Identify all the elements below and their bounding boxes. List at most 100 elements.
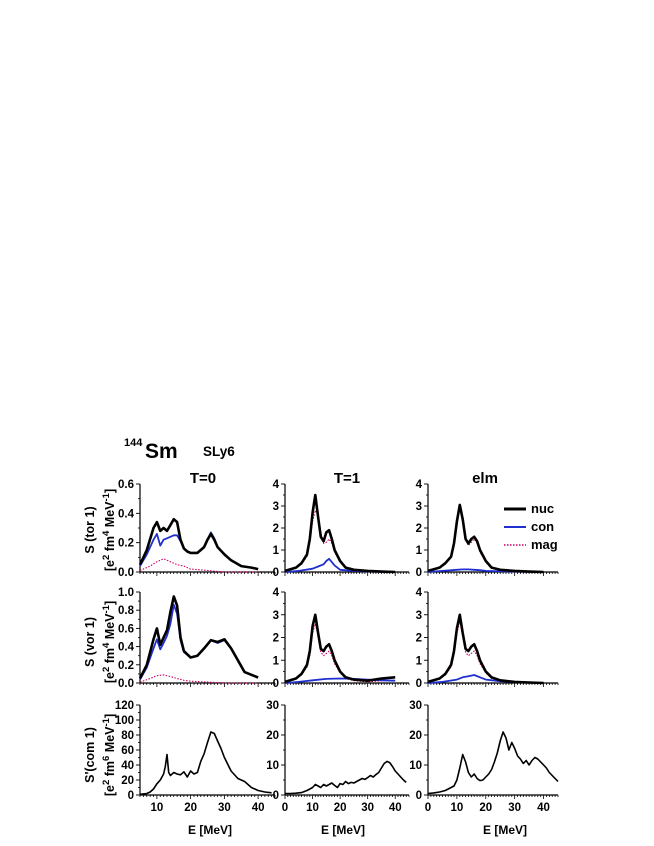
- y-tick-label: 2: [416, 523, 422, 535]
- y-tick-label: 1: [416, 545, 423, 557]
- x-tick-label: 10: [150, 802, 163, 814]
- y-tick-label: 4: [273, 587, 280, 599]
- x-tick-label: 20: [479, 802, 492, 814]
- y-tick-label: 0.0: [118, 567, 134, 579]
- panel-r0-c0: 0.0 0.2 0.4 0.6: [118, 479, 276, 579]
- column-title-t1: T=1: [334, 470, 360, 487]
- xlabel-col2: E [MeV]: [483, 823, 527, 837]
- x-tick-label: 10: [306, 802, 319, 814]
- y-tick-label: 0: [416, 790, 422, 802]
- series-con: [139, 603, 259, 680]
- series-nuc: [427, 731, 559, 795]
- y-tick-label: 0: [273, 790, 279, 802]
- series-nuc: [139, 731, 272, 796]
- y-tick-label: 0: [273, 567, 279, 579]
- y-tick-label: 2: [273, 633, 279, 645]
- panel-r2-c1: 0 10 20 30 0 10 20 30 40: [266, 700, 410, 814]
- y-tick-label: 40: [121, 760, 134, 772]
- panel-r2-c2: 0 10 20 30 0 10 20 30 40: [409, 700, 559, 814]
- panel-r1-c2: 0 1 2 3 4: [416, 587, 559, 690]
- legend-label-nuc: nuc: [531, 501, 554, 516]
- ylabel-unit-tor: [e2 fm4 MeV-1]: [101, 489, 118, 571]
- x-tick-label: 0: [282, 802, 288, 814]
- y-tick-label: 0.4: [118, 642, 135, 654]
- y-tick-label: 3: [273, 501, 279, 513]
- y-tick-label: 0: [128, 790, 134, 802]
- x-tick-label: 30: [508, 802, 521, 814]
- nucleus-mass-number: 144: [124, 437, 143, 449]
- xlabel-col1: E [MeV]: [321, 823, 365, 837]
- xlabel-col0: E [MeV]: [188, 823, 232, 837]
- y-tick-label: 0.8: [118, 605, 135, 617]
- y-tick-label: 20: [409, 730, 422, 742]
- y-tick-label: 0.4: [118, 508, 135, 520]
- y-tick-label: 4: [416, 587, 423, 599]
- y-tick-label: 1: [273, 655, 280, 667]
- y-tick-label: 1: [416, 655, 423, 667]
- y-tick-label: 3: [416, 501, 422, 513]
- y-tick-label: 0.2: [118, 538, 134, 550]
- y-tick-label: 20: [121, 775, 134, 787]
- ylabel-main-tor: S (tor 1): [83, 506, 97, 553]
- y-tick-label: 2: [273, 523, 279, 535]
- series-nuc: [284, 613, 396, 684]
- panel-r0-c1: 0 1 2 3 4: [273, 479, 410, 579]
- y-tick-label: 0.2: [118, 660, 134, 672]
- row-ylabel-tor: S (tor 1) [e2 fm4 MeV-1]: [83, 489, 117, 571]
- y-tick-label: 120: [115, 700, 134, 712]
- y-tick-label: 0: [416, 678, 422, 690]
- ylabel-unit-com: [e2 fm6 MeV-1]: [101, 714, 118, 796]
- legend-label-con: con: [531, 519, 554, 534]
- y-tick-label: 1: [273, 545, 280, 557]
- y-tick-label: 0.0: [118, 678, 134, 690]
- panel-r0-c2: 0 1 2 3 4: [416, 479, 559, 579]
- y-tick-label: 30: [409, 700, 422, 712]
- x-tick-label: 20: [334, 802, 347, 814]
- y-tick-label: 0: [416, 567, 422, 579]
- y-tick-label: 30: [266, 700, 279, 712]
- ylabel-main-com: S'(com 1): [83, 727, 97, 783]
- column-title-t0: T=0: [190, 470, 216, 487]
- nucleus-symbol: Sm: [145, 440, 178, 463]
- y-tick-label: 3: [416, 610, 422, 622]
- series-nuc: [427, 503, 544, 574]
- x-tick-label: 40: [252, 802, 265, 814]
- x-tick-label: 30: [361, 802, 374, 814]
- ylabel-unit-vor: [e2 fm4 MeV-1]: [101, 601, 118, 683]
- y-tick-label: 10: [266, 760, 279, 772]
- row-ylabel-com: S'(com 1) [e2 fm6 MeV-1]: [83, 714, 117, 796]
- y-tick-label: 0: [273, 678, 279, 690]
- legend-label-mag: mag: [531, 537, 558, 552]
- panel-r1-c0: 0.0 0.2 0.4 0.6 0.8 1.0: [118, 587, 276, 690]
- y-tick-label: 100: [115, 715, 134, 727]
- legend: nuc con mag: [504, 501, 558, 552]
- row-ylabel-vor: S (vor 1) [e2 fm4 MeV-1]: [83, 601, 117, 683]
- y-tick-label: 80: [121, 730, 134, 742]
- series-nuc: [284, 493, 396, 574]
- y-tick-label: 1.0: [118, 587, 134, 599]
- x-tick-label: 40: [537, 802, 550, 814]
- x-tick-label: 30: [218, 802, 231, 814]
- series-mag: [139, 674, 259, 684]
- ylabel-main-vor: S (vor 1): [83, 617, 97, 667]
- x-tick-label: 10: [450, 802, 463, 814]
- x-tick-label: 40: [389, 802, 402, 814]
- panels: 0.00.20.40.601234012340.00.20.40.60.81.0…: [115, 479, 559, 814]
- y-tick-label: 4: [416, 479, 423, 491]
- y-tick-label: 2: [416, 633, 422, 645]
- y-tick-label: 0.6: [118, 623, 134, 635]
- y-tick-label: 60: [121, 745, 134, 757]
- x-tick-label: 20: [184, 802, 197, 814]
- y-tick-label: 0.6: [118, 479, 134, 491]
- x-tick-label: 0: [425, 802, 431, 814]
- y-tick-label: 3: [273, 610, 279, 622]
- y-tick-label: 10: [409, 760, 422, 772]
- column-title-elm: elm: [472, 470, 498, 487]
- series-nuc: [138, 595, 259, 680]
- panel-r1-c1: 0 1 2 3 4: [273, 587, 410, 690]
- force-label: SLy6: [203, 444, 235, 459]
- y-tick-label: 20: [266, 730, 279, 742]
- series-nuc: [285, 760, 407, 795]
